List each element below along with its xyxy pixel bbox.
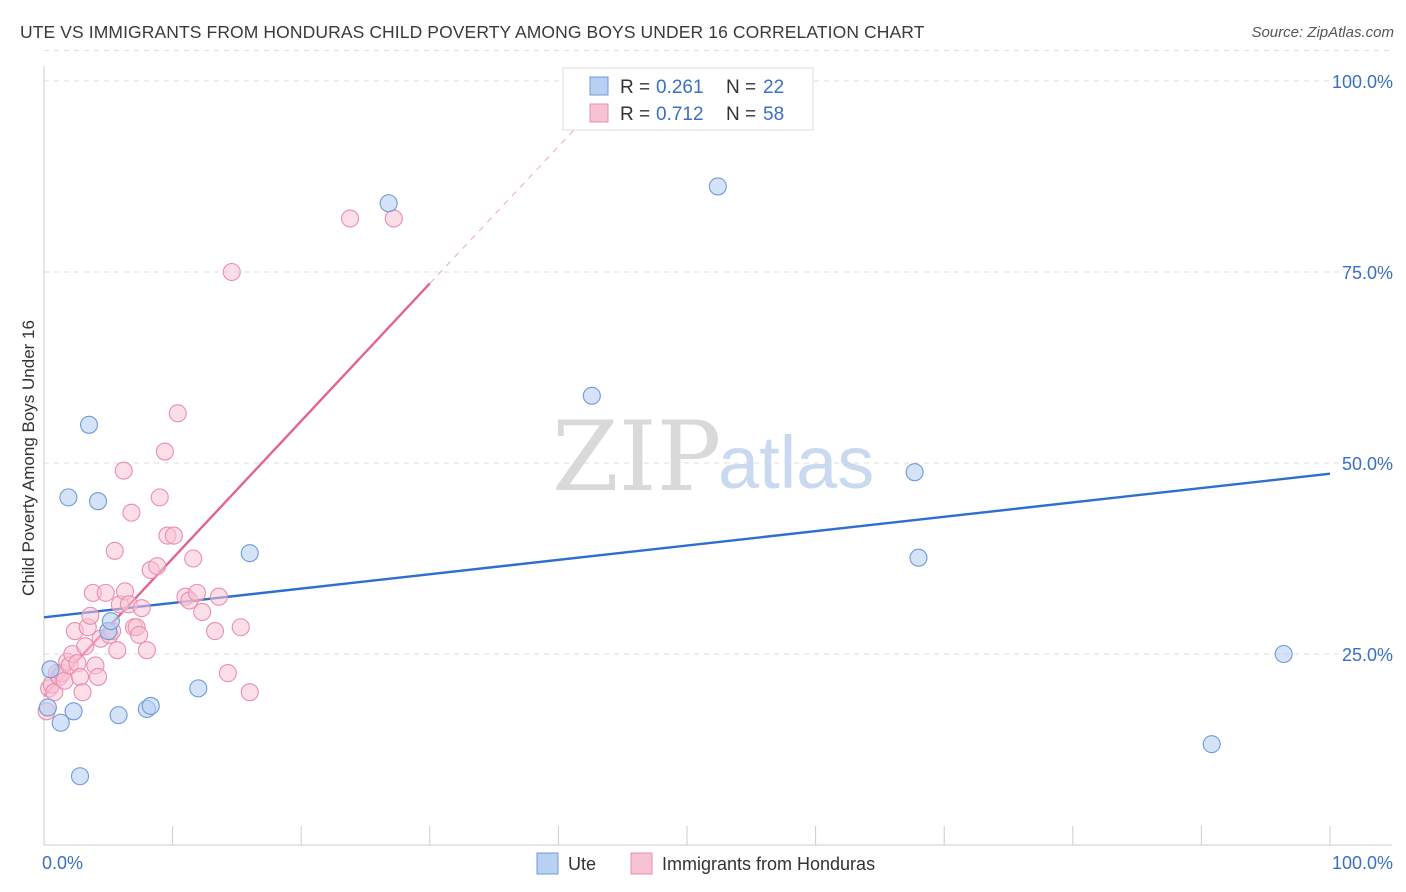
ute-trend-line [43, 472, 1331, 619]
bottom-legend-honduras-swatch [630, 852, 653, 875]
ute-point [905, 463, 924, 482]
watermark-zip: ZIP [552, 401, 721, 513]
legend-ute-swatch [589, 76, 609, 96]
ute-point [582, 386, 601, 405]
honduras-point [222, 262, 241, 282]
ute-point [59, 488, 78, 507]
legend-honduras-swatch [589, 103, 609, 123]
honduras-point [184, 549, 203, 568]
y-tick-label: 100.0% [1332, 72, 1393, 92]
y-tick-label: 75.0% [1342, 263, 1393, 283]
x-tick-label: 0.0% [42, 853, 83, 873]
y-tick-label: 25.0% [1342, 645, 1393, 665]
honduras-point [55, 671, 74, 690]
chart-title: UTE VS IMMIGRANTS FROM HONDURAS CHILD PO… [20, 22, 925, 42]
ute-point [708, 177, 727, 196]
honduras-point [209, 587, 228, 606]
honduras-point [76, 637, 95, 656]
ute-point [240, 544, 259, 563]
ute-point [109, 706, 128, 725]
x-tick-label: 100.0% [1332, 853, 1393, 873]
honduras-point [218, 664, 237, 683]
honduras-point [81, 606, 100, 625]
correlation-legend: R = 0.261 N = 22 R = 0.712 N = 58 [562, 67, 814, 131]
honduras-point [148, 557, 167, 576]
honduras-point [193, 602, 212, 622]
honduras-point [132, 599, 151, 618]
honduras-point [73, 683, 92, 702]
ute-point [141, 696, 160, 716]
legend-ute-n-label: N = [726, 77, 756, 98]
ute-point [79, 415, 99, 434]
data-points [37, 177, 1293, 786]
honduras-point [108, 641, 127, 660]
tick-labels: 25.0% 50.0% 75.0% 100.0% 0.0% 100.0% [42, 72, 1393, 873]
legend-honduras-n-label: N = [726, 104, 756, 125]
legend-honduras-r-value: 0.712 [656, 104, 704, 125]
honduras-point [137, 641, 156, 660]
ute-point [1202, 735, 1221, 754]
legend-honduras-r-label: R = [620, 104, 650, 125]
honduras-point [240, 683, 259, 702]
ute-point [1274, 644, 1293, 664]
honduras-point [168, 404, 187, 423]
bottom-legend-ute-label: Ute [568, 854, 596, 874]
legend-ute-n-value: 22 [763, 77, 784, 98]
bottom-legend-ute-swatch [536, 852, 559, 875]
y-tick-label: 50.0% [1342, 454, 1393, 474]
series-legend: Ute Immigrants from Honduras [536, 852, 875, 875]
honduras-point [130, 625, 149, 644]
ute-point [51, 713, 70, 732]
honduras-point [205, 622, 225, 641]
ute-point [88, 492, 108, 511]
honduras-point [88, 667, 108, 686]
honduras-trend-extension [429, 118, 585, 284]
ute-point [909, 548, 928, 567]
legend-ute-r-label: R = [620, 77, 650, 98]
legend-honduras-n-value: 58 [763, 104, 784, 125]
ute-point [189, 679, 208, 698]
honduras-point [155, 442, 174, 461]
honduras-point [96, 583, 115, 602]
honduras-point [341, 209, 360, 228]
honduras-point [384, 209, 403, 228]
source-credit: Source: ZipAtlas.com [1251, 24, 1394, 41]
ute-point [70, 767, 90, 786]
watermark: ZIP atlas [552, 401, 874, 513]
honduras-point [150, 488, 169, 507]
ute-point [101, 612, 120, 631]
honduras-point [231, 618, 250, 637]
honduras-point [122, 503, 141, 522]
honduras-point [164, 526, 183, 545]
grid [44, 49, 1392, 655]
legend-ute-r-value: 0.261 [656, 77, 704, 98]
honduras-point [70, 667, 90, 686]
y-axis-label: Child Poverty Among Boys Under 16 [19, 320, 38, 596]
honduras-point [105, 541, 124, 560]
watermark-atlas: atlas [718, 421, 874, 504]
honduras-point [114, 461, 133, 480]
ute-point [64, 702, 83, 721]
bottom-legend-honduras-label: Immigrants from Honduras [662, 854, 875, 874]
ute-point [38, 698, 57, 717]
honduras-point [187, 583, 207, 602]
ute-point [379, 194, 398, 213]
ute-point [41, 660, 60, 679]
